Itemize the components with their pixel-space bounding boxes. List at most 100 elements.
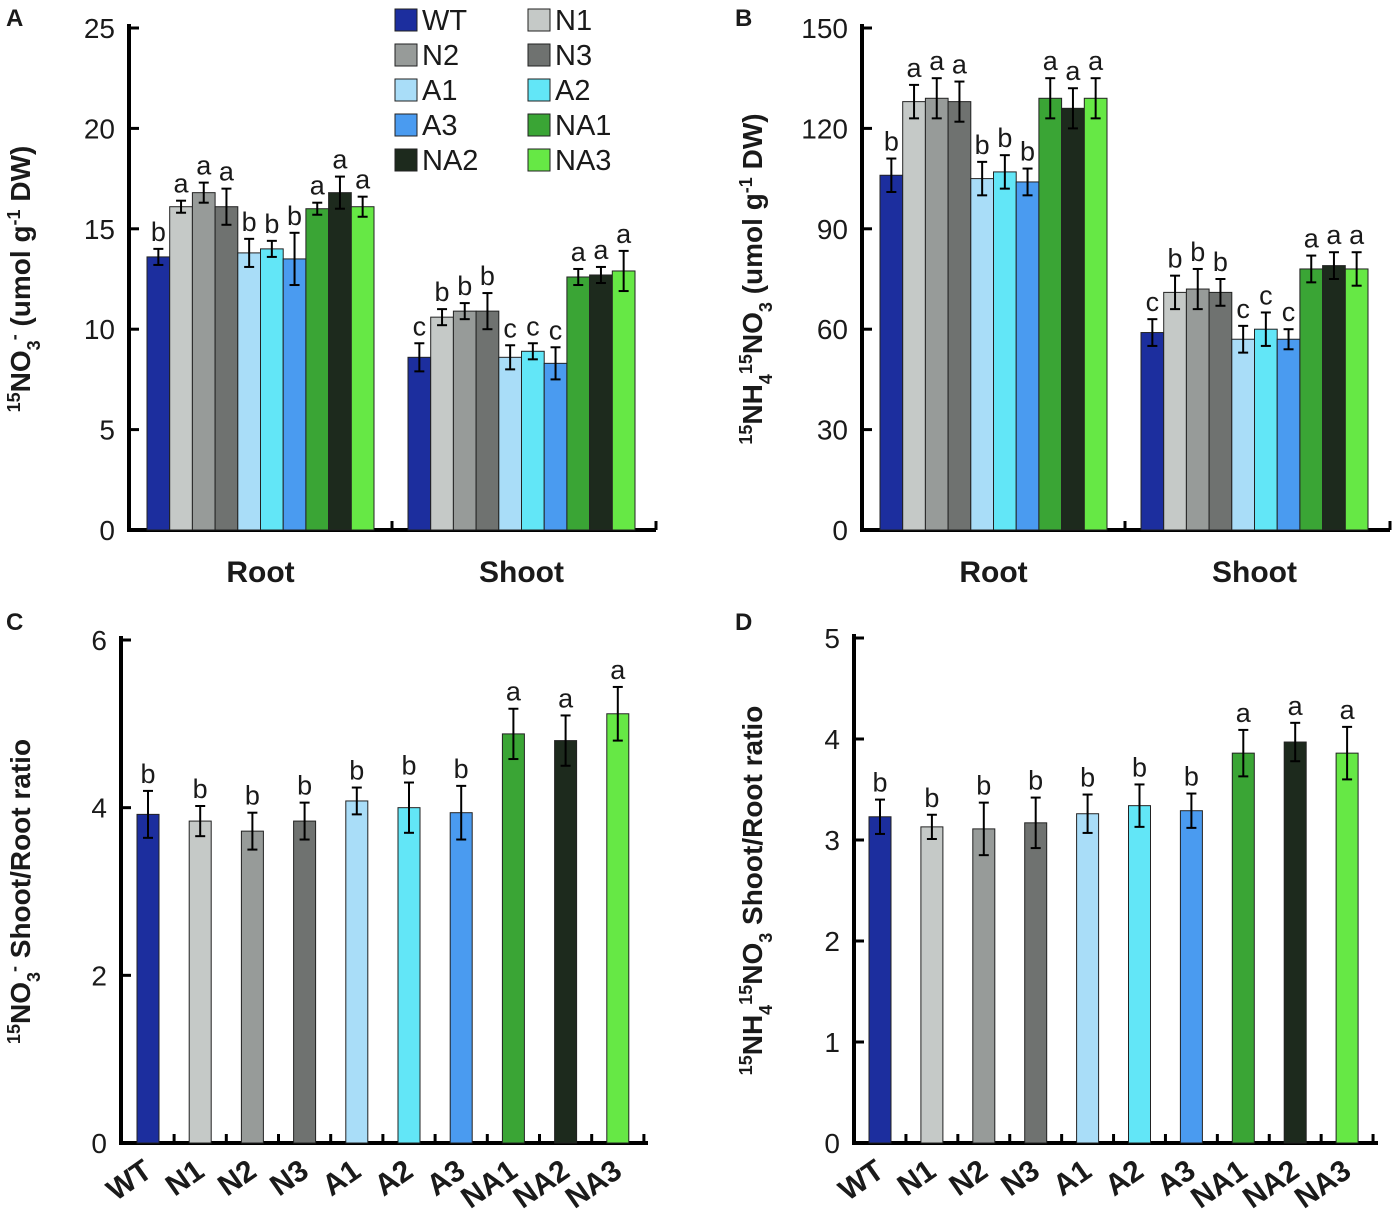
bar (1024, 822, 1048, 1144)
significance-label: a (1349, 220, 1365, 250)
significance-label: b (287, 201, 302, 231)
significance-label: b (297, 771, 312, 801)
significance-label: a (929, 46, 945, 76)
significance-label: a (1065, 56, 1081, 86)
legend-label: A2 (555, 75, 590, 107)
legend-swatch (527, 43, 551, 67)
legend-label: A1 (422, 75, 457, 107)
legend-swatch (394, 148, 418, 172)
y-tick-label: 4 (824, 724, 840, 755)
bar (397, 807, 421, 1144)
significance-label: a (332, 145, 348, 175)
bar (1299, 268, 1324, 531)
legend-swatch (527, 113, 551, 137)
bar (1254, 328, 1278, 531)
significance-label: a (355, 165, 371, 195)
significance-label: c (503, 313, 517, 343)
bar (1344, 268, 1369, 531)
significance-label: c (413, 311, 427, 341)
bar (146, 256, 171, 531)
bar (1208, 291, 1233, 531)
bar (452, 310, 477, 531)
x-category-label: WT (101, 1154, 158, 1208)
x-category-label: N3 (995, 1154, 1045, 1203)
y-tick-label: 90 (817, 214, 848, 245)
y-axis-title: 15NH415NO3 Shoot/Root ratio (736, 706, 776, 1076)
bar (237, 252, 262, 531)
significance-label: a (1043, 46, 1059, 76)
legend-label: WT (422, 5, 467, 37)
y-tick-label: 2 (91, 960, 107, 991)
legend-swatch (527, 8, 551, 32)
bar (1185, 288, 1210, 531)
significance-label: b (1184, 762, 1199, 792)
significance-label: a (1340, 695, 1356, 725)
significance-label: a (1236, 698, 1252, 728)
legend-label: NA3 (555, 145, 611, 177)
significance-label: b (976, 771, 991, 801)
bar (1076, 813, 1100, 1144)
bar (606, 713, 630, 1144)
y-tick-label: 30 (817, 415, 848, 446)
legend-label: NA1 (555, 110, 611, 142)
bar (191, 192, 216, 531)
significance-label: b (1213, 247, 1228, 277)
bar (1061, 107, 1085, 531)
significance-label: b (401, 751, 416, 781)
y-axis-title: 15NH415NO3 (umol g-1 DW) (736, 113, 776, 444)
bar (475, 310, 500, 531)
significance-label: a (219, 157, 235, 187)
significance-label: a (1304, 224, 1320, 254)
bar (169, 206, 193, 531)
y-tick-label: 4 (91, 793, 107, 824)
significance-label: b (242, 207, 257, 237)
x-category-label: NA3 (560, 1154, 628, 1215)
y-tick-label: 15 (84, 214, 115, 245)
y-tick-label: 60 (817, 314, 848, 345)
bar (868, 816, 892, 1144)
significance-label: b (1028, 766, 1043, 796)
x-category-label: N1 (892, 1154, 942, 1203)
y-tick-label: 0 (832, 515, 848, 546)
significance-label: a (952, 50, 968, 80)
bar (430, 316, 454, 531)
significance-label: b (975, 130, 990, 160)
bar (902, 101, 926, 531)
significance-label: a (174, 169, 190, 199)
y-axis-title: 15NO3- Shoot/Root ratio (4, 739, 44, 1044)
bar (1335, 752, 1359, 1144)
x-category-label: WT (833, 1154, 890, 1208)
bar (1276, 338, 1301, 531)
legend-swatch (394, 113, 418, 137)
significance-label: a (610, 655, 626, 685)
legend-label: N1 (555, 5, 592, 37)
legend-swatch (527, 148, 551, 172)
y-tick-label: 10 (84, 314, 115, 345)
legend-label: A3 (422, 110, 457, 142)
legend-label: NA2 (422, 145, 478, 177)
significance-label: b (997, 123, 1012, 153)
x-category-label: N3 (264, 1154, 314, 1203)
bar (1015, 181, 1040, 531)
panel-label-c: C (6, 609, 23, 636)
y-tick-label: 150 (801, 13, 848, 44)
bar (214, 206, 239, 531)
x-category-label: Shoot (1212, 556, 1297, 589)
y-axis-title: 15NO3- (umol g-1 DW) (4, 146, 44, 413)
significance-label: b (1168, 244, 1183, 274)
y-tick-label: 1 (824, 1027, 840, 1058)
bar (993, 171, 1017, 531)
significance-label: b (1190, 237, 1205, 267)
x-category-label: A2 (369, 1154, 419, 1203)
bar (240, 830, 264, 1144)
panel-c: C 0246bWTbN1bN2bN3bA1bA2bA3aNA1aNA2aNA31… (4, 609, 648, 1215)
bar (1038, 97, 1063, 531)
significance-label: b (193, 774, 208, 804)
x-category-label: A2 (1099, 1154, 1149, 1203)
bar (1179, 810, 1203, 1144)
significance-label: b (884, 127, 899, 157)
significance-label: b (264, 209, 279, 239)
significance-label: b (1080, 763, 1095, 793)
bar (1083, 97, 1108, 531)
